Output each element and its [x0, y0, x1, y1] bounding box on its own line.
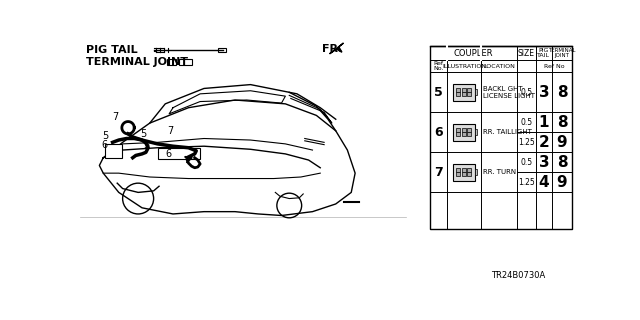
- Text: 5: 5: [435, 86, 443, 99]
- Text: 8: 8: [557, 115, 568, 130]
- Text: 1: 1: [539, 115, 549, 130]
- Text: TERMINAL JOINT: TERMINAL JOINT: [86, 57, 188, 67]
- Bar: [167, 59, 176, 65]
- Text: 5: 5: [143, 140, 150, 150]
- Text: 6: 6: [102, 140, 108, 150]
- Bar: [157, 148, 200, 159]
- Text: 9: 9: [557, 175, 568, 190]
- Bar: [456, 132, 460, 136]
- Bar: [453, 164, 475, 181]
- Bar: [467, 92, 471, 96]
- Bar: [475, 169, 477, 175]
- Text: SIZE: SIZE: [518, 49, 535, 58]
- Bar: [467, 88, 471, 92]
- Bar: [461, 168, 465, 172]
- Bar: [467, 168, 471, 172]
- Text: 0.5: 0.5: [520, 118, 532, 127]
- Bar: [461, 128, 465, 132]
- Text: 8: 8: [557, 85, 568, 100]
- Bar: [453, 84, 475, 101]
- Text: 7: 7: [167, 126, 173, 136]
- Bar: [430, 46, 572, 229]
- Text: 0.5: 0.5: [520, 158, 532, 167]
- Bar: [453, 124, 475, 141]
- Bar: [456, 168, 460, 172]
- Bar: [475, 129, 477, 135]
- Text: 4: 4: [538, 175, 549, 190]
- Bar: [461, 132, 465, 136]
- Text: Ref
No.: Ref No.: [433, 61, 444, 71]
- Text: RR. TURN: RR. TURN: [483, 169, 516, 175]
- Bar: [467, 128, 471, 132]
- Bar: [461, 88, 465, 92]
- Polygon shape: [330, 43, 344, 54]
- Text: TERMINAL
JOINT: TERMINAL JOINT: [548, 48, 576, 58]
- Bar: [467, 132, 471, 136]
- Bar: [461, 92, 465, 96]
- Text: 3: 3: [538, 85, 549, 100]
- Bar: [456, 88, 460, 92]
- Text: PIG TAIL: PIG TAIL: [86, 45, 138, 55]
- Text: 3: 3: [538, 155, 549, 170]
- Text: 8: 8: [557, 155, 568, 170]
- Text: BACKL GHT
LICENSE LIGHT: BACKL GHT LICENSE LIGHT: [483, 86, 535, 99]
- Text: 1.25: 1.25: [518, 138, 535, 147]
- Bar: [461, 172, 465, 176]
- Bar: [456, 92, 460, 96]
- Text: 6: 6: [165, 149, 172, 159]
- Text: COUPLER: COUPLER: [454, 49, 493, 58]
- Text: FR.: FR.: [322, 44, 342, 54]
- Text: 7: 7: [113, 112, 119, 122]
- Bar: [218, 48, 226, 52]
- Bar: [179, 59, 191, 65]
- Text: 9: 9: [557, 135, 568, 150]
- Text: 5: 5: [140, 129, 147, 139]
- Text: PIG
TAIL: PIG TAIL: [538, 48, 550, 58]
- Bar: [105, 144, 122, 158]
- Text: 6: 6: [435, 126, 443, 139]
- Text: ILLUSTRATION: ILLUSTRATION: [442, 64, 486, 68]
- Bar: [467, 172, 471, 176]
- Text: 5: 5: [102, 131, 108, 141]
- Text: Ref No: Ref No: [543, 64, 564, 68]
- Text: RR. TAILLIGHT: RR. TAILLIGHT: [483, 129, 532, 135]
- Text: 0.5: 0.5: [520, 88, 532, 97]
- Bar: [475, 89, 477, 95]
- Text: LOCATION: LOCATION: [483, 64, 515, 68]
- Text: TR24B0730A: TR24B0730A: [491, 271, 545, 280]
- Bar: [456, 128, 460, 132]
- Text: 2: 2: [538, 135, 549, 150]
- Bar: [456, 172, 460, 176]
- Text: 7: 7: [435, 166, 443, 179]
- Text: 1.25: 1.25: [518, 178, 535, 187]
